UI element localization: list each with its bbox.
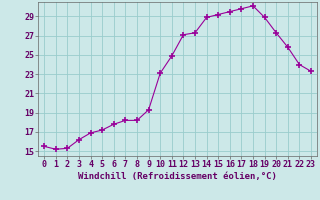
X-axis label: Windchill (Refroidissement éolien,°C): Windchill (Refroidissement éolien,°C) [78, 172, 277, 181]
